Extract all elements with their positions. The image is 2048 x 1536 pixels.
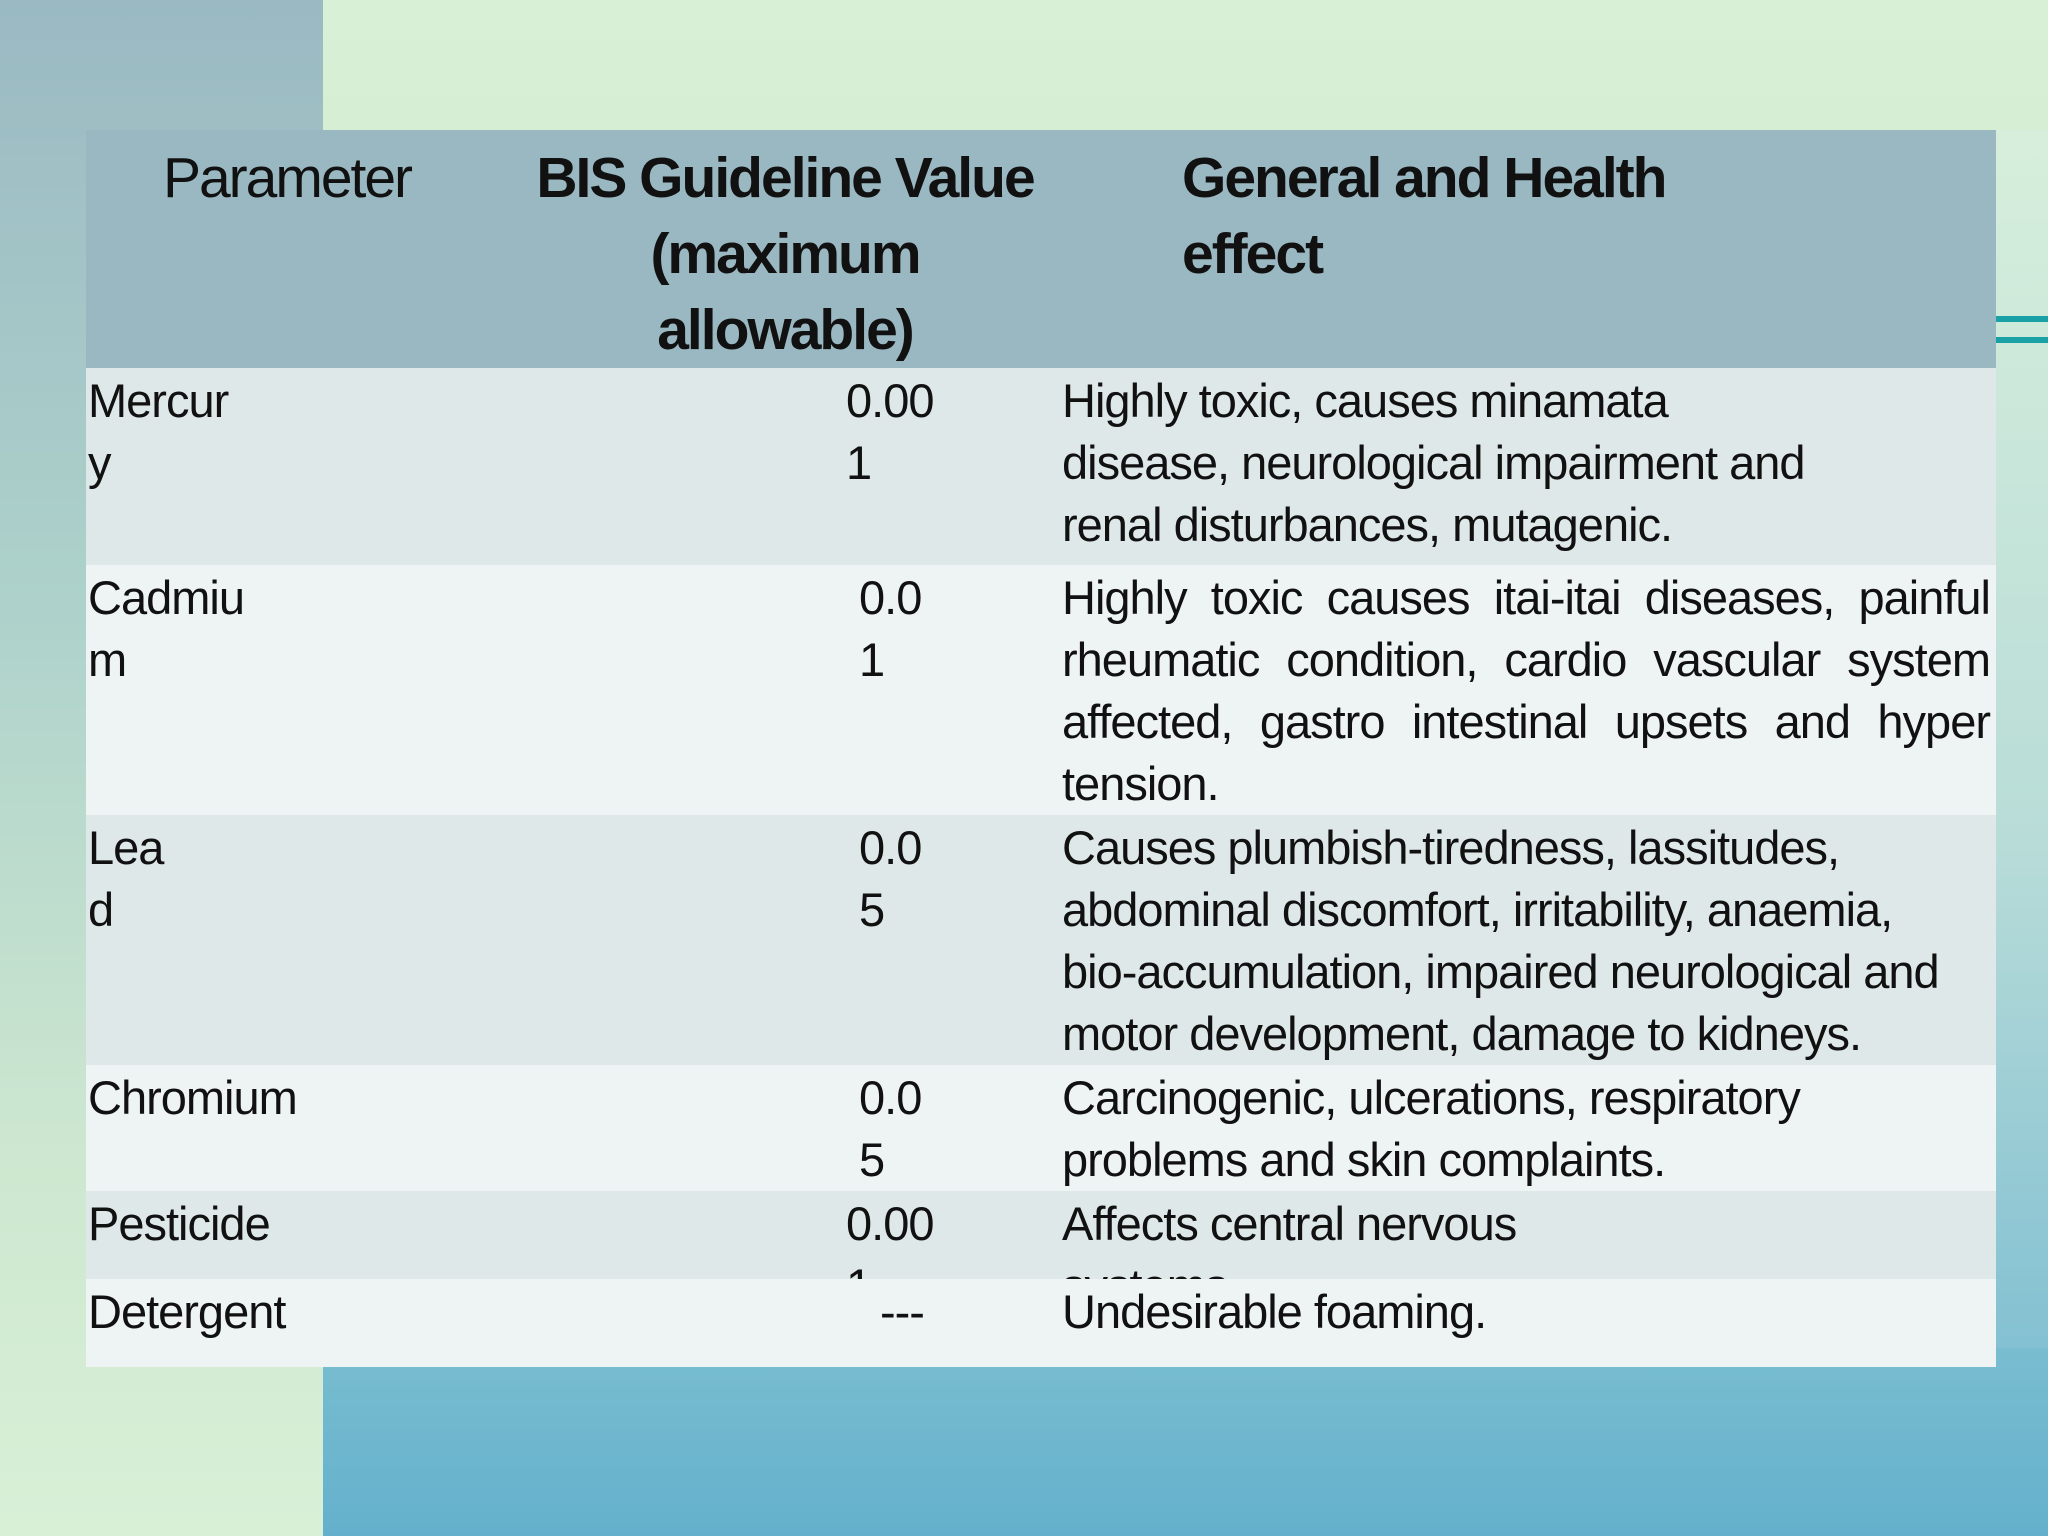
cell-parameter: Cadmiu m <box>86 565 488 815</box>
parameter-text: Mercur y <box>88 374 229 489</box>
accent-line-bottom <box>1996 337 2048 343</box>
cell-value: 0.0 5 <box>488 1065 1062 1191</box>
parameter-text: Cadmiu m <box>88 571 245 686</box>
cell-parameter: Lea d <box>86 815 488 1065</box>
value-text: 0.0 5 <box>859 1071 922 1186</box>
cell-value: 0.0 5 <box>488 815 1062 1065</box>
effect-text: Affects central nervous systems. <box>1062 1197 1517 1279</box>
cell-value: 0.0 1 <box>488 565 1062 815</box>
parameter-text: Lea d <box>88 821 164 936</box>
parameter-text: Detergent <box>88 1285 286 1338</box>
table-row-cadmium: Cadmiu m 0.0 1 Highly toxic causes itai-… <box>86 565 1996 815</box>
cell-value: --- <box>488 1279 1062 1367</box>
background-top-band <box>323 0 2048 130</box>
effect-text: Carcinogenic, ulcerations, respiratory p… <box>1062 1071 1801 1186</box>
header-guideline-value-label: BIS Guideline Value (maximum allowable) <box>536 146 1035 362</box>
value-text: 0.00 1 <box>846 374 934 489</box>
table-row-pesticide: Pesticide 0.00 1 Affects central nervous… <box>86 1191 1996 1279</box>
cell-value: 0.00 1 <box>488 1191 1062 1279</box>
effect-text: Undesirable foaming. <box>1062 1285 1487 1338</box>
table-header-row: Parameter BIS Guideline Value (maximum a… <box>86 130 1996 368</box>
parameter-text: Pesticide <box>88 1197 271 1250</box>
value-text: --- <box>880 1285 925 1338</box>
effect-text: Highly toxic, causes minamata disease, n… <box>1062 374 1806 551</box>
cell-effect: Affects central nervous systems. <box>1062 1191 1996 1279</box>
cell-value: 0.00 1 <box>488 368 1062 565</box>
cell-parameter: Detergent <box>86 1279 488 1367</box>
cell-parameter: Chromium <box>86 1065 488 1191</box>
cell-effect: Undesirable foaming. <box>1062 1279 1996 1367</box>
cell-parameter: Pesticide <box>86 1191 488 1279</box>
table-row-mercury: Mercur y 0.00 1 Highly toxic, causes min… <box>86 368 1996 565</box>
value-text: 0.00 1 <box>846 1197 934 1279</box>
effect-text: Causes plumbish-tiredness, lassitudes, a… <box>1062 821 1940 1060</box>
table-row-detergent: Detergent --- Undesirable foaming. <box>86 1279 1996 1367</box>
effect-text: Highly toxic causes itai-itai diseases, … <box>1062 571 1991 810</box>
parameter-text: Chromium <box>88 1071 298 1124</box>
cell-effect: Highly toxic, causes minamata disease, n… <box>1062 368 1996 565</box>
cell-effect: Highly toxic causes itai-itai diseases, … <box>1062 565 1996 815</box>
cell-parameter: Mercur y <box>86 368 488 565</box>
background-bottom-band <box>323 1348 2048 1536</box>
header-health-effect-label: General and Health effect <box>1182 146 1668 286</box>
cell-effect: Carcinogenic, ulcerations, respiratory p… <box>1062 1065 1996 1191</box>
heavy-metals-table: Parameter BIS Guideline Value (maximum a… <box>86 130 1996 1367</box>
header-health-effect: General and Health effect <box>1062 130 1996 368</box>
table-row-lead: Lea d 0.0 5 Causes plumbish-tiredness, l… <box>86 815 1996 1065</box>
accent-line-top <box>1996 316 2048 322</box>
value-text: 0.0 1 <box>859 571 922 686</box>
header-parameter: Parameter <box>86 130 488 368</box>
header-guideline-value: BIS Guideline Value (maximum allowable) <box>488 130 1062 368</box>
cell-effect: Causes plumbish-tiredness, lassitudes, a… <box>1062 815 1996 1065</box>
table-row-chromium: Chromium 0.0 5 Carcinogenic, ulcerations… <box>86 1065 1996 1191</box>
value-text: 0.0 5 <box>859 821 922 936</box>
header-parameter-label: Parameter <box>162 146 413 210</box>
